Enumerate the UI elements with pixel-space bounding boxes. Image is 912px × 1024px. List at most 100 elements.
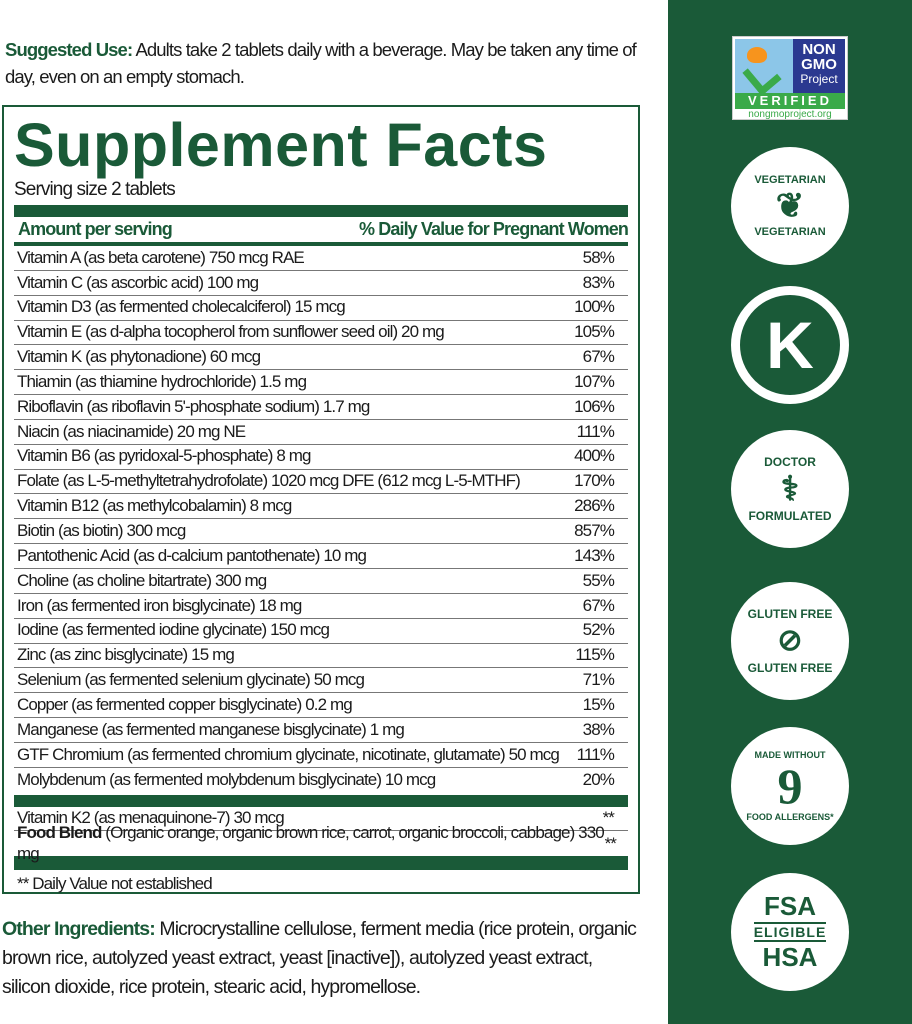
nutrient-dv: 100% — [574, 297, 615, 317]
nutrient-name: Biotin (as biotin) 300 mcg — [17, 521, 186, 540]
other-ingredients-text: Microcrystalline cellulose, ferment medi… — [2, 918, 637, 998]
nutrient-name: Vitamin D3 (as fermented cholecalciferol… — [17, 297, 346, 317]
table-row: Folate (as L-5-methyltetrahydrofolate) 1… — [14, 470, 628, 495]
table-row: Niacin (as niacinamide) 20 mg NE 111% — [14, 420, 628, 445]
other-ingredients-label: Other Ingredients: — [2, 918, 156, 940]
nutrient-name: Molybdenum (as fermented molybdenum bisg… — [17, 769, 436, 789]
badge-text: MADE WITHOUT — [754, 750, 826, 760]
table-row: GTF Chromium (as fermented chromium glyc… — [14, 743, 628, 768]
table-row: Biotin (as biotin) 300 mcg 857% — [14, 519, 628, 545]
nutrient-dv: 58% — [582, 247, 615, 267]
kosher-badge: K — [731, 286, 849, 404]
leaf-icon: ❦ — [775, 187, 805, 225]
butterfly-icon — [735, 39, 793, 96]
table-row: Vitamin B6 (as pyridoxal-5-phosphate) 8 … — [14, 445, 628, 470]
table-row: Manganese (as fermented manganese bisgly… — [14, 718, 628, 743]
nutrient-name: Vitamin K2 (as menaquinone-7) 30 mcg — [17, 808, 285, 828]
divider-bar — [14, 856, 628, 871]
kosher-k: K — [766, 308, 814, 382]
nutrient-name: Vitamin E (as d-alpha tocopherol from su… — [17, 322, 445, 342]
nutrient-dv: 20% — [582, 769, 615, 789]
badge-text: FOOD ALLERGENS* — [746, 812, 834, 822]
nutrient-name: Thiamin (as thiamine hydrochloride) 1.5 … — [17, 371, 307, 391]
suggested-use: Suggested Use: Adults take 2 tablets dai… — [5, 36, 645, 90]
nutrient-name: Vitamin B12 (as methylcobalamin) 8 mcg — [17, 496, 292, 516]
header-daily-value: % Daily Value for Pregnant Women — [359, 219, 629, 239]
nutrient-dv: 857% — [574, 521, 615, 540]
table-row-k2: Vitamin K2 (as menaquinone-7) 30 mcg ** — [14, 807, 628, 832]
nutrient-name: Zinc (as zinc bisglycinate) 15 mg — [17, 645, 235, 665]
badge-text: HSA — [762, 942, 818, 972]
nutrient-name: Manganese (as fermented manganese bisgly… — [17, 719, 405, 739]
nutrient-dv: 106% — [574, 396, 615, 416]
footnote: ** Daily Value not established — [17, 874, 213, 894]
wheat-icon: ⊘ — [777, 624, 803, 657]
table-row: Vitamin E (as d-alpha tocopherol from su… — [14, 321, 628, 346]
nutrient-name: Pantothenic Acid (as d-calcium pantothen… — [17, 545, 367, 565]
nutrient-name: Vitamin A (as beta carotene) 750 mcg RAE — [17, 247, 305, 267]
badge-panel: NON GMO Project VERIFIED nongmoproject.org… — [668, 0, 912, 1024]
nutrient-name: Vitamin K (as phytonadione) 60 mcg — [17, 347, 261, 367]
table-row: Copper (as fermented copper bisglycinate… — [14, 693, 628, 719]
nutrient-name: Niacin (as niacinamide) 20 mg NE — [17, 421, 246, 441]
suggested-use-text: Adults take 2 tablets daily with a bever… — [5, 39, 637, 87]
nutrient-dv: 52% — [582, 620, 615, 640]
nutrient-dv: 71% — [582, 670, 615, 690]
nutrient-dv: 67% — [582, 595, 615, 615]
nutrient-dv: 83% — [582, 272, 615, 292]
nutrient-name: Vitamin C (as ascorbic acid) 100 mg — [17, 272, 259, 292]
nutrient-dv: 107% — [574, 371, 615, 391]
nutrient-dv: 67% — [582, 347, 615, 367]
facts-title: Supplement Facts — [14, 111, 548, 179]
badge-text: VEGETARIAN — [754, 226, 826, 238]
table-row: Vitamin B12 (as methylcobalamin) 8 mcg 28… — [14, 494, 628, 520]
caduceus-icon: ⚕ — [780, 470, 800, 508]
nutrient-name: Selenium (as fermented selenium glycinat… — [17, 670, 365, 690]
badge-text: GLUTEN FREE — [747, 607, 833, 621]
nutrient-table: Vitamin A (as beta carotene) 750 mcg RAE… — [14, 246, 628, 793]
nutrient-dv: 400% — [574, 446, 615, 466]
nutrient-dv: 115% — [575, 645, 615, 665]
nutrient-dv: 15% — [582, 694, 615, 714]
table-header: Amount per serving % Daily Value for Preg… — [14, 217, 629, 246]
table-row: Molybdenum (as fermented molybdenum bisg… — [14, 768, 628, 793]
nutrient-name: Iodine (as fermented iodine glycinate) 1… — [17, 620, 330, 640]
nutrient-dv: 111% — [576, 744, 615, 764]
table-row: Pantothenic Acid (as d-calcium pantothen… — [14, 544, 628, 569]
vegetarian-badge: VEGETARIAN ❦ VEGETARIAN — [731, 147, 849, 265]
nutrient-dv: 55% — [582, 570, 615, 590]
header-amount: Amount per serving — [18, 219, 173, 239]
nutrient-dv: 105% — [574, 322, 615, 342]
nutrient-dv: 38% — [582, 719, 615, 739]
serving-size: Serving size 2 tablets — [14, 179, 176, 200]
gmo-text: NON — [802, 41, 836, 58]
supplement-facts-panel: Supplement Facts Serving size 2 tablets … — [2, 105, 640, 894]
table-row: Vitamin A (as beta carotene) 750 mcg RAE… — [14, 246, 628, 271]
fsa-hsa-badge: FSA ELIGIBLE HSA — [731, 873, 849, 991]
badge-number: 9 — [777, 758, 803, 814]
badge-text: ELIGIBLE — [753, 922, 827, 942]
other-ingredients: Other Ingredients: Microcrystalline cell… — [2, 915, 642, 1002]
table-row: Vitamin C (as ascorbic acid) 100 mg 83% — [14, 271, 628, 296]
table-row: Vitamin K (as phytonadione) 60 mcg 67% — [14, 345, 628, 371]
table-row: Vitamin D3 (as fermented cholecalciferol… — [14, 296, 628, 321]
nutrient-name: Iron (as fermented iron bisglycinate) 18… — [17, 595, 302, 615]
badge-text: FSA — [764, 891, 816, 921]
table-row: Thiamin (as thiamine hydrochloride) 1.5 … — [14, 370, 628, 396]
table-row: Iron (as fermented iron bisglycinate) 18… — [14, 594, 628, 619]
nutrient-name: Riboflavin (as riboflavin 5'-phosphate s… — [17, 396, 370, 416]
nutrient-dv: 143% — [574, 545, 615, 565]
nutrient-dv: ** — [602, 808, 615, 828]
divider-bar — [14, 794, 628, 807]
table-row: Zinc (as zinc bisglycinate) 15 mg 115% — [14, 644, 628, 669]
nutrient-dv: 170% — [574, 471, 615, 491]
nutrient-name: GTF Chromium (as fermented chromium glyc… — [17, 744, 560, 764]
table-row: Choline (as choline bitartrate) 300 mg 55… — [14, 569, 628, 594]
table-row: Selenium (as fermented selenium glycinat… — [14, 668, 628, 694]
badge-text: GLUTEN FREE — [747, 661, 833, 675]
nutrient-name: Copper (as fermented copper bisglycinate… — [17, 694, 353, 714]
food-blend-label: Food Blend — [17, 823, 102, 843]
table-row-food-blend: Food Blend (Organic orange, organic brow… — [14, 823, 628, 862]
gluten-free-badge: GLUTEN FREE ⊘ GLUTEN FREE — [731, 582, 849, 700]
doctor-formulated-badge: DOCTOR ⚕ FORMULATED — [731, 430, 849, 548]
